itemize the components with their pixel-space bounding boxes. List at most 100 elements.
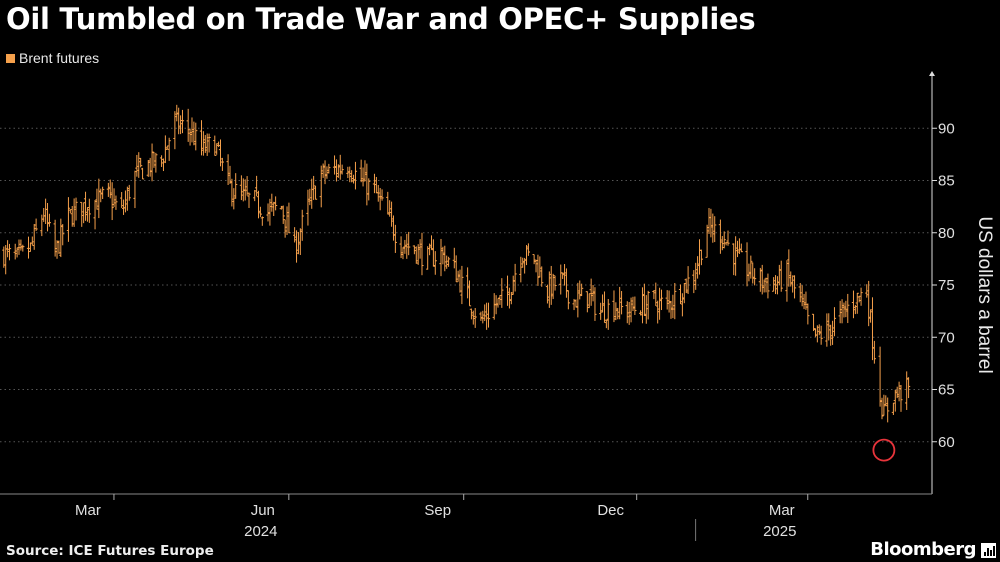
ohlc-bar [804, 291, 808, 310]
ohlc-bar [471, 310, 475, 325]
y-tick-label: 85 [938, 173, 955, 190]
ohlc-bar [884, 395, 888, 407]
ohlc-bar [561, 272, 565, 279]
ohlc-bar [407, 231, 411, 256]
x-tick-label: Jun [251, 502, 275, 519]
ohlc-bar [53, 219, 57, 257]
ohlc-bar [498, 294, 502, 305]
ohlc-bar [673, 282, 677, 320]
ohlc-bar [585, 291, 589, 313]
ohlc-bar [819, 325, 823, 345]
ohlc-bar [547, 271, 551, 308]
ohlc-bar [775, 276, 780, 295]
ohlc-bar [739, 243, 743, 253]
ohlc-bar [218, 139, 223, 167]
ohlc-bar [188, 128, 192, 146]
ohlc-bar [519, 256, 523, 283]
ohlc-bar [319, 165, 323, 208]
ohlc-bar [386, 191, 390, 215]
ohlc-bar [779, 260, 783, 292]
ohlc-bar [135, 154, 139, 177]
x-year-label: 2024 [244, 523, 277, 540]
ohlc-bar [865, 284, 869, 298]
ohlc-bar [846, 293, 850, 324]
ohlc-bar [699, 249, 704, 266]
ohlc-bar [336, 164, 340, 178]
ohlc-bar [4, 244, 8, 275]
ohlc-bar [574, 299, 578, 308]
legend-label: Brent futures [19, 50, 100, 66]
ohlc-bar [697, 239, 702, 275]
ohlc-bar [327, 163, 331, 174]
x-tick-label: Dec [597, 502, 624, 519]
ohlc-bar [152, 151, 156, 168]
ohlc-bar [766, 273, 770, 299]
ohlc-bar [30, 236, 34, 246]
ohlc-bar [427, 243, 432, 256]
ohlc-bar [55, 240, 59, 259]
ohlc-bar [443, 245, 447, 272]
ohlc-bar [735, 240, 740, 258]
ohlc-bar [646, 290, 650, 320]
ohlc-bar [467, 280, 472, 307]
ohlc-bar [798, 282, 802, 303]
ohlc-bar [802, 294, 806, 310]
ohlc-bar [882, 394, 886, 416]
ohlc-bar [686, 266, 690, 294]
ohlc-bar [445, 255, 449, 269]
ohlc-bar [28, 242, 33, 252]
source-note: Source: ICE Futures Europe [6, 543, 214, 559]
ohlc-bar [253, 189, 257, 202]
y-axis-arrow [929, 71, 935, 76]
ohlc-bar [203, 135, 207, 153]
ohlc-bar [426, 246, 430, 270]
ohlc-bar [245, 176, 249, 196]
ohlc-bar [93, 200, 97, 230]
ohlc-bar [133, 170, 137, 209]
ohlc-bar [279, 205, 283, 210]
ohlc-bar [859, 287, 863, 306]
ohlc-bar [323, 160, 327, 185]
legend: Brent futures [6, 50, 99, 66]
ohlc-bar [507, 287, 512, 309]
ohlc-bar [905, 371, 909, 410]
ohlc-bar [21, 244, 25, 252]
ohlc-bar [872, 340, 876, 364]
ohlc-bar [34, 218, 38, 232]
ohlc-bar [532, 254, 536, 265]
ohlc-bar [732, 243, 736, 276]
ohlc-bar [485, 302, 489, 330]
ohlc-bar [365, 163, 369, 206]
ohlc-bar [405, 233, 409, 259]
ohlc-bar [412, 245, 416, 255]
ohlc-bar [886, 397, 890, 423]
ohlc-bar [657, 287, 662, 320]
ohlc-bar [587, 293, 591, 309]
ohlc-bar [785, 260, 789, 302]
ohlc-bar [258, 206, 263, 217]
ohlc-bar [707, 208, 711, 234]
ohlc-bar [283, 219, 287, 238]
ohlc-bar [294, 230, 299, 263]
ohlc-bar [682, 283, 686, 304]
ohlc-bar [726, 230, 730, 246]
ohlc-bar [376, 184, 380, 202]
ohlc-bar [606, 298, 610, 330]
ohlc-bar [414, 246, 418, 264]
ohlc-bar [312, 175, 316, 200]
ohlc-bar [213, 135, 217, 156]
ohlc-bar [353, 161, 358, 190]
ohlc-bar [148, 157, 152, 177]
ohlc-bar [511, 275, 515, 296]
ohlc-bar [777, 264, 781, 286]
ohlc-bar [492, 293, 496, 320]
ohlc-bar [247, 192, 251, 208]
ohlc-bar [215, 143, 219, 155]
ohlc-bar [389, 201, 394, 227]
ohlc-bar [481, 310, 485, 324]
ohlc-bar [359, 159, 363, 183]
ohlc-bar [393, 224, 397, 253]
ohlc-bar [19, 239, 23, 251]
ohlc-bar [870, 297, 875, 361]
ohlc-bar [334, 159, 339, 182]
